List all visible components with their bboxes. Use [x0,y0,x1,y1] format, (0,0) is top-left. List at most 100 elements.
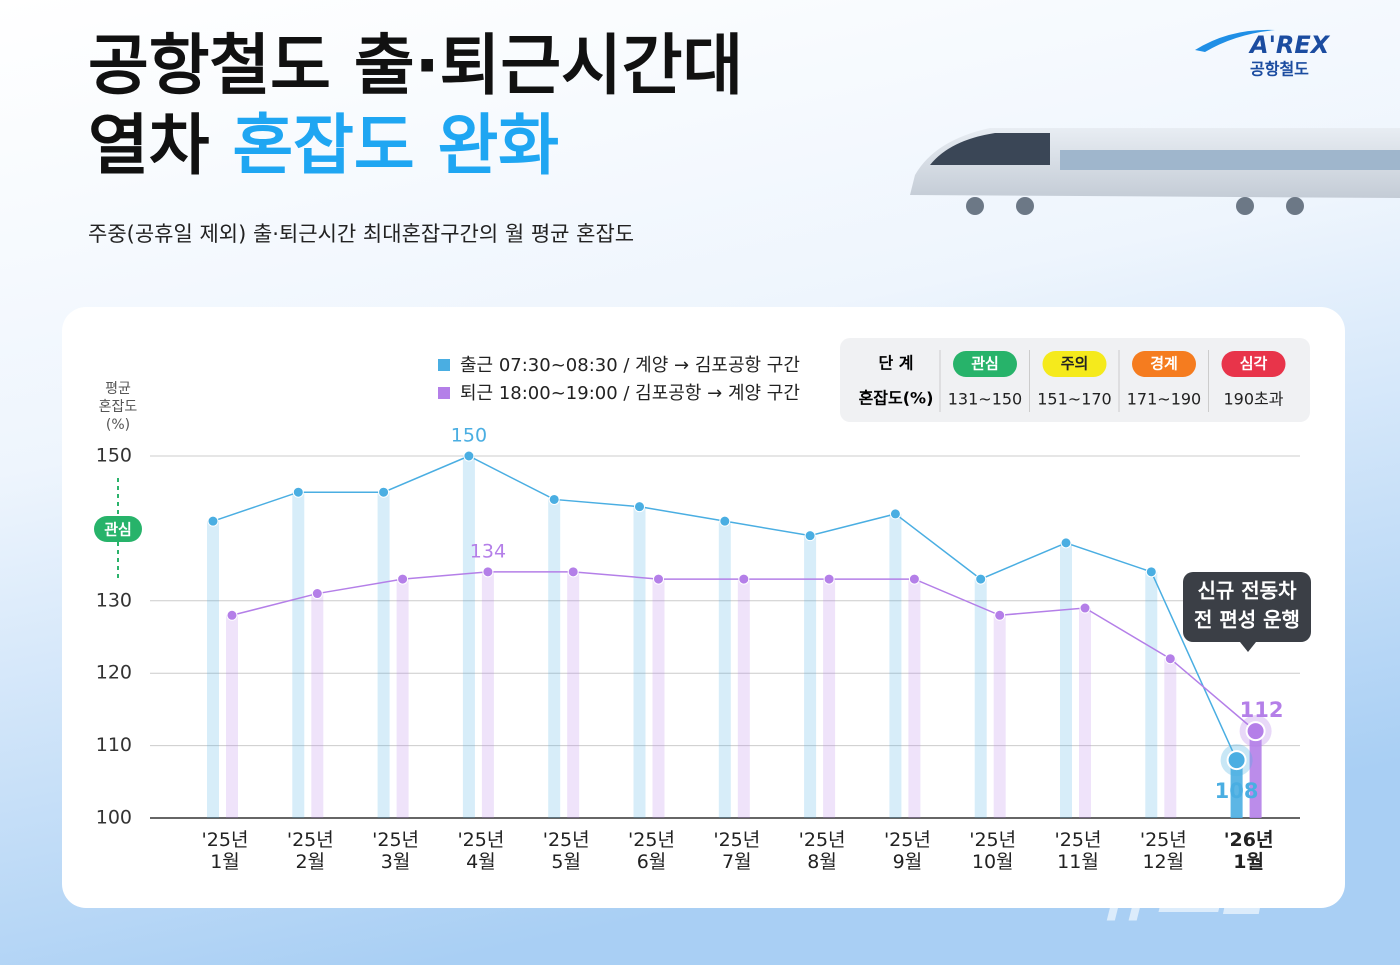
x-tick-label: '25년 7월 [713,829,760,873]
title: 공항철도 출·퇴근시간대 [88,27,743,104]
annotation: 전 편성 운행 [1194,608,1300,632]
bar [1060,542,1072,818]
bar [396,579,409,818]
logo-swoosh [1195,29,1275,52]
y-axis-label: 혼잡도 [99,399,138,415]
bar [974,579,987,818]
watermark: 뉴스1 [1091,849,1269,931]
annotation-pointer [1240,642,1256,652]
y-tick-label: 110 [96,734,132,756]
point [1164,653,1176,665]
title: 열차 혼잡도 완화 [88,107,559,184]
point [804,530,816,542]
stage-name: 관심 [971,355,999,373]
x-tick-label: '25년 12월 [1140,829,1187,873]
bar [737,579,750,818]
bar [377,492,390,818]
bar [1079,608,1091,818]
x-tick-label: '25년 9월 [884,829,931,873]
point [1060,537,1072,549]
stage-range: 151~170 [1037,390,1111,409]
point [738,573,750,585]
point [567,566,579,578]
point [1079,602,1091,614]
band-badge [94,516,142,542]
stage-name: 심각 [1240,355,1268,373]
bar [652,579,665,818]
bar [633,506,646,818]
data-label: 112 [1240,698,1284,722]
bar [1145,571,1158,818]
point [378,486,390,498]
stage-header: 단 계 [878,354,913,373]
x-tick-label: '25년 11월 [1055,829,1102,873]
x-tick-label: '25년 2월 [287,829,334,873]
point [311,588,323,600]
bar [481,571,494,818]
point [1245,721,1266,742]
point [719,515,731,527]
stage-badge [1221,351,1286,377]
point [482,566,494,578]
y-tick-label: 100 [96,807,132,829]
annotation: 신규 전동차 [1198,579,1298,603]
point [889,508,901,520]
train [910,128,1400,215]
bar [548,499,561,818]
legend-swatch [438,359,450,371]
x-tick-label: '25년 1월 [202,829,249,873]
band-label: 관심 [104,521,132,539]
point [653,573,664,585]
point [908,573,920,585]
x-tick-label: '25년 4월 [457,829,504,873]
bar [718,521,731,818]
point [292,486,304,498]
point [823,573,835,585]
point [975,573,987,585]
data-label: 134 [470,540,506,562]
legend-swatch [438,387,450,399]
point [994,609,1006,621]
bar [311,593,324,818]
data-label: 108 [1215,779,1259,803]
y-axis-label: (%) [106,417,130,433]
x-tick-label: '25년 8월 [799,829,846,873]
point [634,501,645,513]
stage-name: 경계 [1150,355,1178,373]
logo: A'REX [1248,31,1331,59]
bar [292,492,305,818]
stage-table [840,338,1310,422]
logo-sub: 공항철도 [1250,60,1309,79]
bar [1249,731,1262,818]
stage-range: 171~190 [1127,390,1201,409]
point [397,573,409,585]
subtitle: 주중(공휴일 제외) 출·퇴근시간 최대혼잡구간의 월 평균 혼잡도 [88,222,634,246]
bar [889,513,902,818]
x-tick-label: '25년 5월 [543,829,590,873]
point [1226,750,1247,771]
bar [804,535,817,818]
range-header: 혼잡도(%) [859,389,934,408]
stage-range: 190초과 [1224,390,1284,409]
bar [1230,760,1243,818]
y-tick-label: 150 [96,445,132,467]
bar [462,456,475,818]
annotation-box [1183,572,1311,642]
x-tick-label: '26년 1월 [1224,829,1274,873]
y-tick-label: 120 [96,662,132,684]
stage-range: 131~150 [948,390,1022,409]
bar [207,521,219,818]
y-tick-label: 130 [96,589,132,611]
x-tick-label: '25년 10월 [969,829,1016,873]
x-tick-label: '25년 3월 [372,829,419,873]
bar [993,615,1006,818]
stage-badge [1132,351,1196,377]
stage-badge [953,351,1017,377]
y-axis-label: 평균 [105,381,131,397]
legend-label: 출근 07:30~08:30 / 계양 → 김포공항 구간 [460,355,800,376]
point [463,450,475,462]
bar [226,615,238,818]
bar [567,571,580,818]
chart-card [62,307,1345,908]
